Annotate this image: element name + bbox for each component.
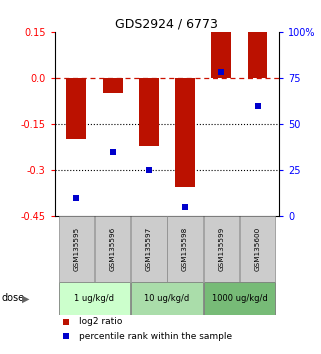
Bar (167, 216, 203, 282)
Text: ▶: ▶ (22, 293, 29, 303)
Bar (131, 282, 203, 315)
Title: GDS2924 / 6773: GDS2924 / 6773 (116, 18, 218, 31)
Bar (247, 33, 267, 78)
Bar (139, 78, 159, 145)
Bar (95, 216, 130, 282)
Text: GSM135599: GSM135599 (218, 227, 224, 271)
Text: GSM135595: GSM135595 (73, 227, 79, 271)
Bar (131, 216, 167, 282)
Bar (66, 78, 86, 139)
Text: GSM135596: GSM135596 (109, 227, 116, 271)
Bar (58, 282, 130, 315)
Text: percentile rank within the sample: percentile rank within the sample (79, 332, 232, 341)
Bar (204, 282, 275, 315)
Text: 1000 ug/kg/d: 1000 ug/kg/d (212, 294, 267, 303)
Text: GSM135597: GSM135597 (146, 227, 152, 271)
Bar (58, 216, 94, 282)
Text: log2 ratio: log2 ratio (79, 317, 123, 326)
Bar (211, 32, 231, 78)
Bar (204, 216, 239, 282)
Text: GSM135598: GSM135598 (182, 227, 188, 271)
Bar (103, 78, 123, 93)
Text: 10 ug/kg/d: 10 ug/kg/d (144, 294, 189, 303)
Text: dose: dose (2, 293, 25, 303)
Bar (175, 78, 195, 187)
Text: 1 ug/kg/d: 1 ug/kg/d (74, 294, 114, 303)
Text: GSM135600: GSM135600 (255, 227, 261, 271)
Bar (240, 216, 275, 282)
